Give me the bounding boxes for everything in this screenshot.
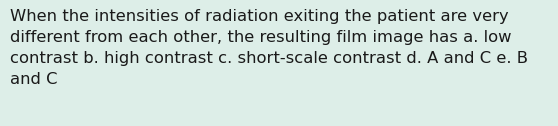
Text: When the intensities of radiation exiting the patient are very
different from ea: When the intensities of radiation exitin… [10,9,528,87]
